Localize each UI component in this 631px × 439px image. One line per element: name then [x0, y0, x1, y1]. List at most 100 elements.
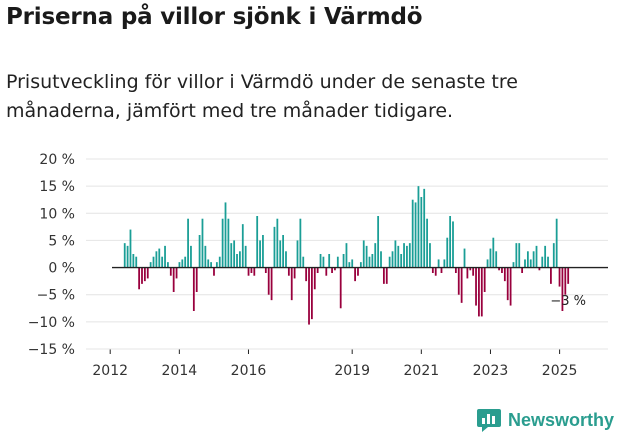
y-tick-label: 20 % [39, 152, 75, 168]
bar [167, 262, 169, 268]
bar [449, 216, 452, 268]
y-tick-label: 10 % [39, 206, 75, 222]
bar [443, 259, 446, 268]
bar [555, 218, 558, 268]
bar [152, 256, 155, 268]
bar [311, 267, 313, 320]
bar [521, 267, 524, 273]
bar [132, 254, 135, 268]
bar [498, 267, 500, 271]
bar [417, 186, 420, 268]
bar [518, 243, 521, 268]
bar [351, 259, 354, 268]
bar [394, 240, 397, 268]
bar [158, 248, 161, 268]
y-tick-label: 0 % [48, 261, 75, 277]
bar [345, 243, 348, 268]
bar [239, 251, 241, 268]
bar [526, 251, 529, 268]
bar [264, 267, 267, 273]
bar [293, 267, 296, 279]
bar [236, 254, 238, 268]
bar [532, 251, 535, 268]
bar [538, 267, 541, 271]
bar [362, 240, 365, 268]
bar [164, 245, 166, 268]
newsworthy-logo-icon [477, 409, 501, 432]
bar [382, 267, 385, 284]
bar [463, 248, 466, 268]
bar [403, 243, 405, 268]
bar [544, 245, 547, 268]
bar [129, 229, 132, 268]
bar [567, 267, 570, 284]
bar [322, 256, 325, 268]
bar [241, 224, 244, 268]
bar [452, 221, 454, 268]
bar [374, 243, 377, 268]
bar [285, 251, 287, 268]
bar [414, 202, 417, 268]
bar [359, 262, 362, 268]
bar [276, 218, 279, 268]
bar [126, 245, 129, 268]
bar [302, 256, 305, 268]
bar [210, 262, 212, 268]
bar [483, 267, 486, 292]
bar [354, 267, 356, 282]
bar [440, 267, 443, 273]
bar [262, 235, 264, 268]
bar [564, 267, 567, 295]
bar [371, 254, 374, 268]
bar [457, 267, 460, 295]
bar [380, 251, 382, 268]
bar [331, 267, 333, 273]
bar-series [123, 186, 570, 325]
bar [192, 267, 195, 311]
x-tick-label: 2014 [162, 363, 198, 379]
bar [503, 267, 506, 282]
bar [334, 267, 336, 271]
bar [429, 243, 431, 268]
bar [397, 245, 400, 268]
axes: 20 % 15 % 10 % 5 % 0 % −5 % −10 % −15 % 2012 2014… [28, 152, 608, 379]
bar [388, 256, 391, 268]
bar [400, 254, 403, 268]
y-tick-label: −15 % [28, 342, 75, 358]
bar [184, 256, 187, 268]
bar [506, 267, 509, 301]
bar [348, 262, 351, 268]
y-tick-label: 5 % [48, 233, 75, 249]
bar [213, 267, 215, 276]
bar [221, 218, 224, 268]
bar [524, 259, 526, 268]
bar [486, 259, 489, 268]
bar [495, 251, 498, 268]
bar [233, 240, 236, 268]
bar [316, 267, 319, 273]
x-tick-label: 2025 [542, 363, 578, 379]
bar [290, 267, 293, 301]
bar [299, 218, 302, 268]
bar [250, 267, 253, 273]
bar [550, 267, 552, 284]
bar [365, 245, 368, 268]
bar [172, 267, 175, 292]
bar [336, 256, 339, 268]
bar [552, 243, 555, 268]
bar [155, 251, 158, 268]
bar [478, 267, 480, 317]
bar [434, 267, 437, 276]
bar [426, 218, 428, 268]
bar [143, 267, 146, 282]
bar [218, 256, 221, 268]
bar [509, 267, 512, 306]
bar [454, 267, 457, 273]
bar [215, 262, 218, 268]
bar [230, 243, 233, 268]
bar [541, 256, 544, 268]
bar [357, 267, 359, 276]
bar [431, 267, 434, 273]
bar [207, 259, 210, 268]
